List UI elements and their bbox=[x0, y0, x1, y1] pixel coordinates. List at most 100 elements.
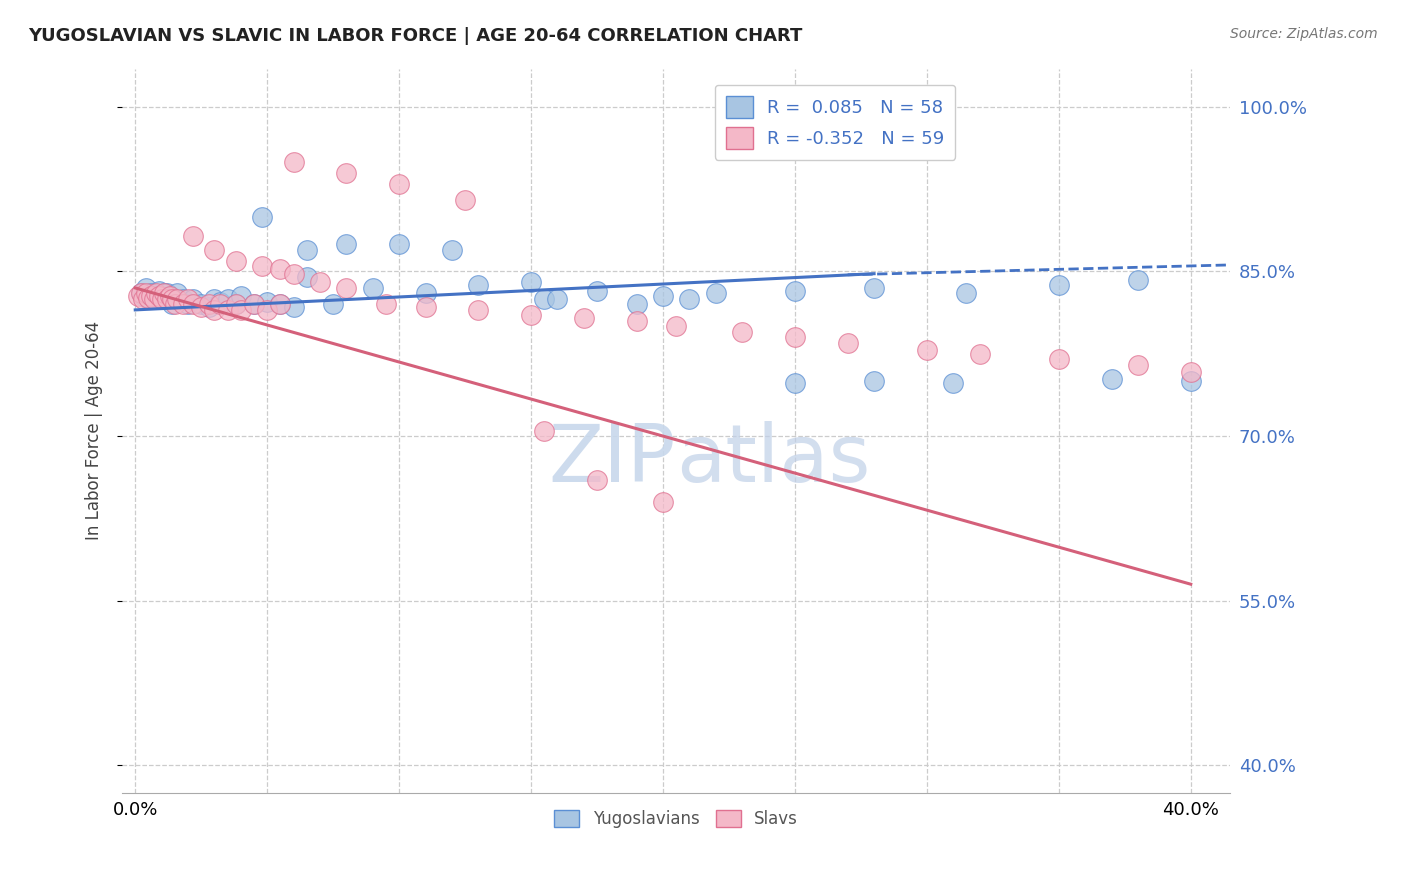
Point bbox=[783, 285, 806, 299]
Point bbox=[837, 335, 859, 350]
Point bbox=[374, 297, 396, 311]
Text: Source: ZipAtlas.com: Source: ZipAtlas.com bbox=[1230, 27, 1378, 41]
Text: YUGOSLAVIAN VS SLAVIC IN LABOR FORCE | AGE 20-64 CORRELATION CHART: YUGOSLAVIAN VS SLAVIC IN LABOR FORCE | A… bbox=[28, 27, 803, 45]
Point bbox=[652, 495, 675, 509]
Point bbox=[160, 297, 183, 311]
Point bbox=[942, 376, 965, 391]
Point bbox=[533, 292, 555, 306]
Point bbox=[190, 297, 212, 311]
Point bbox=[145, 292, 167, 306]
Point bbox=[177, 297, 200, 311]
Point bbox=[138, 292, 160, 306]
Point bbox=[269, 262, 291, 277]
Point bbox=[190, 300, 212, 314]
Point bbox=[156, 292, 179, 306]
Point bbox=[295, 270, 318, 285]
Point bbox=[148, 288, 170, 302]
Point bbox=[138, 291, 160, 305]
Point bbox=[309, 276, 332, 290]
Point bbox=[955, 286, 977, 301]
Point bbox=[139, 286, 162, 301]
Point bbox=[335, 166, 357, 180]
Point bbox=[1047, 277, 1070, 292]
Point bbox=[546, 292, 568, 306]
Point bbox=[572, 310, 595, 325]
Point bbox=[361, 281, 384, 295]
Point bbox=[135, 281, 157, 295]
Point bbox=[202, 302, 225, 317]
Y-axis label: In Labor Force | Age 20-64: In Labor Force | Age 20-64 bbox=[86, 321, 103, 541]
Point bbox=[586, 473, 609, 487]
Point bbox=[159, 288, 181, 302]
Point bbox=[256, 295, 278, 310]
Point bbox=[256, 302, 278, 317]
Point bbox=[153, 286, 176, 301]
Text: ZIP: ZIP bbox=[548, 420, 676, 499]
Point bbox=[454, 193, 477, 207]
Point bbox=[243, 297, 266, 311]
Point bbox=[172, 297, 194, 311]
Point bbox=[198, 297, 221, 311]
Point bbox=[225, 297, 247, 311]
Point bbox=[160, 292, 183, 306]
Point bbox=[243, 297, 266, 311]
Legend: Yugoslavians, Slavs: Yugoslavians, Slavs bbox=[547, 804, 804, 835]
Point bbox=[322, 297, 344, 311]
Point bbox=[915, 343, 938, 358]
Point bbox=[148, 285, 170, 299]
Point bbox=[652, 288, 675, 302]
Point bbox=[678, 292, 700, 306]
Point bbox=[863, 281, 886, 295]
Point bbox=[250, 210, 273, 224]
Point bbox=[150, 292, 173, 306]
Point bbox=[440, 243, 463, 257]
Point bbox=[283, 267, 305, 281]
Point bbox=[198, 300, 221, 314]
Point bbox=[665, 319, 688, 334]
Point bbox=[217, 292, 239, 306]
Point bbox=[1126, 273, 1149, 287]
Point bbox=[132, 288, 155, 302]
Point bbox=[229, 302, 252, 317]
Point bbox=[1101, 372, 1123, 386]
Point bbox=[150, 291, 173, 305]
Point bbox=[626, 297, 648, 311]
Point bbox=[415, 286, 437, 301]
Point bbox=[586, 285, 609, 299]
Point bbox=[335, 237, 357, 252]
Point bbox=[1126, 358, 1149, 372]
Point bbox=[1180, 366, 1202, 380]
Point bbox=[208, 297, 231, 311]
Point bbox=[159, 288, 181, 302]
Point bbox=[156, 286, 179, 301]
Point bbox=[969, 347, 991, 361]
Point bbox=[127, 288, 149, 302]
Point bbox=[533, 424, 555, 438]
Point bbox=[250, 259, 273, 273]
Point bbox=[217, 302, 239, 317]
Point bbox=[283, 154, 305, 169]
Point bbox=[181, 297, 204, 311]
Point bbox=[172, 292, 194, 306]
Point bbox=[783, 330, 806, 344]
Point bbox=[283, 300, 305, 314]
Point bbox=[520, 276, 543, 290]
Point bbox=[139, 288, 162, 302]
Point bbox=[129, 286, 152, 301]
Point bbox=[626, 314, 648, 328]
Point bbox=[145, 286, 167, 301]
Point bbox=[208, 295, 231, 310]
Point bbox=[163, 297, 186, 311]
Point bbox=[225, 253, 247, 268]
Point bbox=[467, 277, 489, 292]
Point bbox=[135, 286, 157, 301]
Point bbox=[132, 292, 155, 306]
Point bbox=[520, 309, 543, 323]
Point bbox=[295, 243, 318, 257]
Point bbox=[177, 292, 200, 306]
Point bbox=[704, 286, 727, 301]
Text: atlas: atlas bbox=[676, 420, 870, 499]
Point bbox=[388, 177, 411, 191]
Point bbox=[166, 286, 188, 301]
Point bbox=[225, 297, 247, 311]
